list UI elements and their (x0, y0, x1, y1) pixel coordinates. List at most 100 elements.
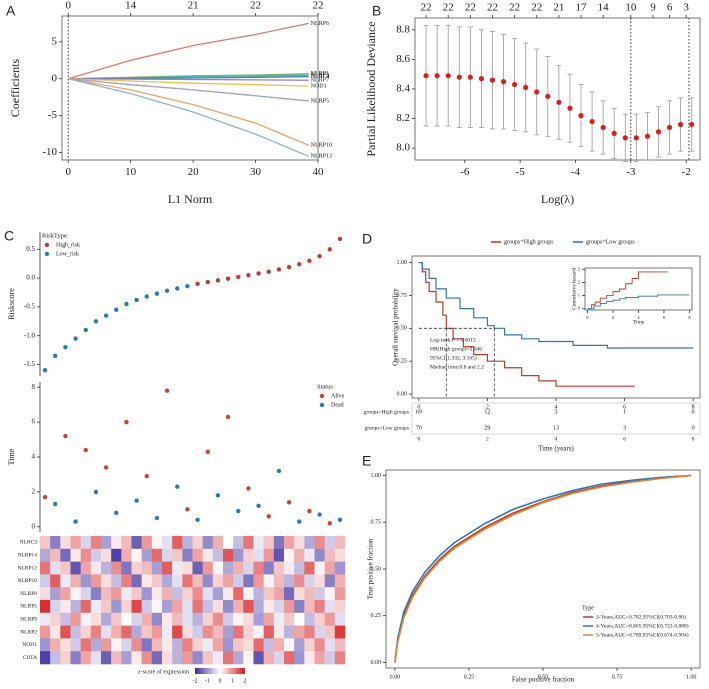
heat-cell (243, 548, 254, 562)
series-line (68, 78, 309, 102)
heat-cell (294, 651, 305, 665)
heat-cell (60, 587, 71, 601)
heat-cell (182, 536, 193, 550)
risk-table-value: 3 (555, 409, 558, 415)
x-tick-label: 0.75 (612, 675, 623, 681)
point (154, 291, 160, 296)
heat-cell (273, 561, 285, 575)
heat-cell (121, 625, 132, 639)
heat-cell (284, 600, 295, 614)
heat-cell (212, 625, 224, 639)
point (578, 113, 584, 119)
heat-cell (192, 600, 203, 614)
point (103, 313, 109, 318)
point (114, 307, 119, 312)
heat-cell (334, 536, 346, 550)
heat-cell (212, 548, 224, 562)
point (225, 276, 231, 281)
top-tick-label: 14 (598, 2, 610, 14)
heat-cell (294, 574, 305, 588)
point (154, 515, 160, 521)
series-line (68, 78, 309, 146)
heat-cell (243, 561, 254, 575)
heat-cell (60, 638, 71, 652)
y-axis-label: Riskscore (7, 288, 16, 320)
heat-cell (90, 574, 102, 588)
heat-cell (304, 625, 315, 639)
heat-cell (324, 587, 336, 601)
point (478, 76, 485, 82)
heat-cell (131, 651, 142, 665)
heat-cell (111, 536, 122, 550)
heat-cell (273, 548, 285, 562)
point (114, 510, 119, 516)
point (175, 484, 180, 489)
heat-cell (162, 574, 173, 588)
heat-cell (162, 612, 173, 626)
heat-cell (40, 587, 51, 601)
heat-cell (101, 574, 112, 588)
heat-cell (151, 587, 163, 601)
heat-cell (80, 561, 92, 575)
heat-cell (212, 612, 224, 626)
y-axis-label: Cumulative hazard (571, 268, 577, 310)
y-tick-label: -1.5 (24, 360, 36, 368)
heat-cell (40, 625, 51, 639)
series-line (68, 78, 309, 81)
heat-cell (162, 651, 173, 665)
y-tick-label: 4 (32, 453, 36, 461)
point (611, 130, 617, 136)
heat-cell (182, 587, 193, 601)
heat-cell (40, 638, 51, 652)
risk-table-value: 13 (553, 425, 559, 431)
heat-cell (182, 561, 193, 575)
heat-cell (101, 561, 112, 575)
colorbar-title: z-score of expression (138, 668, 189, 675)
heat-cell (304, 587, 315, 601)
heat-cell (324, 625, 336, 639)
x-tick-label: 6 (623, 405, 626, 411)
heat-cell (131, 638, 142, 652)
heat-cell (233, 638, 244, 652)
heat-cell (101, 587, 112, 601)
heat-cell (314, 651, 325, 665)
heat-cell (273, 600, 285, 614)
point (225, 414, 231, 420)
heat-cell (70, 625, 81, 639)
top-tick-label: 22 (531, 2, 542, 14)
point (205, 279, 210, 285)
heat-cell (314, 587, 325, 601)
risk-table-value: 69 (416, 409, 422, 415)
annotation: HR(High group)=2.046 (430, 345, 482, 352)
x-tick-label: 0 (586, 315, 589, 320)
heat-cell (324, 574, 336, 588)
heat-cell (131, 600, 142, 614)
x-tick-label: -3 (626, 166, 636, 178)
line-end-label: NLRP7 (311, 78, 329, 84)
point (423, 73, 429, 79)
x-tick-label: 40 (313, 166, 325, 178)
heat-cell (294, 548, 305, 562)
heat-cell (304, 574, 315, 588)
top-tick-label: 21 (188, 0, 199, 12)
heat-cell (90, 536, 102, 550)
risk-table-value: 70 (416, 425, 422, 431)
point (124, 301, 129, 307)
heat-cell (284, 536, 295, 550)
x-tick-label: 8 (688, 315, 691, 320)
step-line (587, 294, 690, 310)
heat-cell (324, 561, 336, 575)
heat-cell (233, 625, 244, 639)
heat-cell (304, 638, 315, 652)
point (103, 465, 109, 470)
heat-cell (192, 548, 203, 562)
heat-cell (294, 561, 305, 575)
top-tick-label: 22 (465, 2, 476, 14)
heat-cell (294, 600, 305, 614)
heat-cell (162, 638, 173, 652)
point (600, 124, 606, 131)
heat-cell (70, 574, 81, 588)
heat-cell (263, 651, 275, 665)
point (678, 121, 684, 128)
